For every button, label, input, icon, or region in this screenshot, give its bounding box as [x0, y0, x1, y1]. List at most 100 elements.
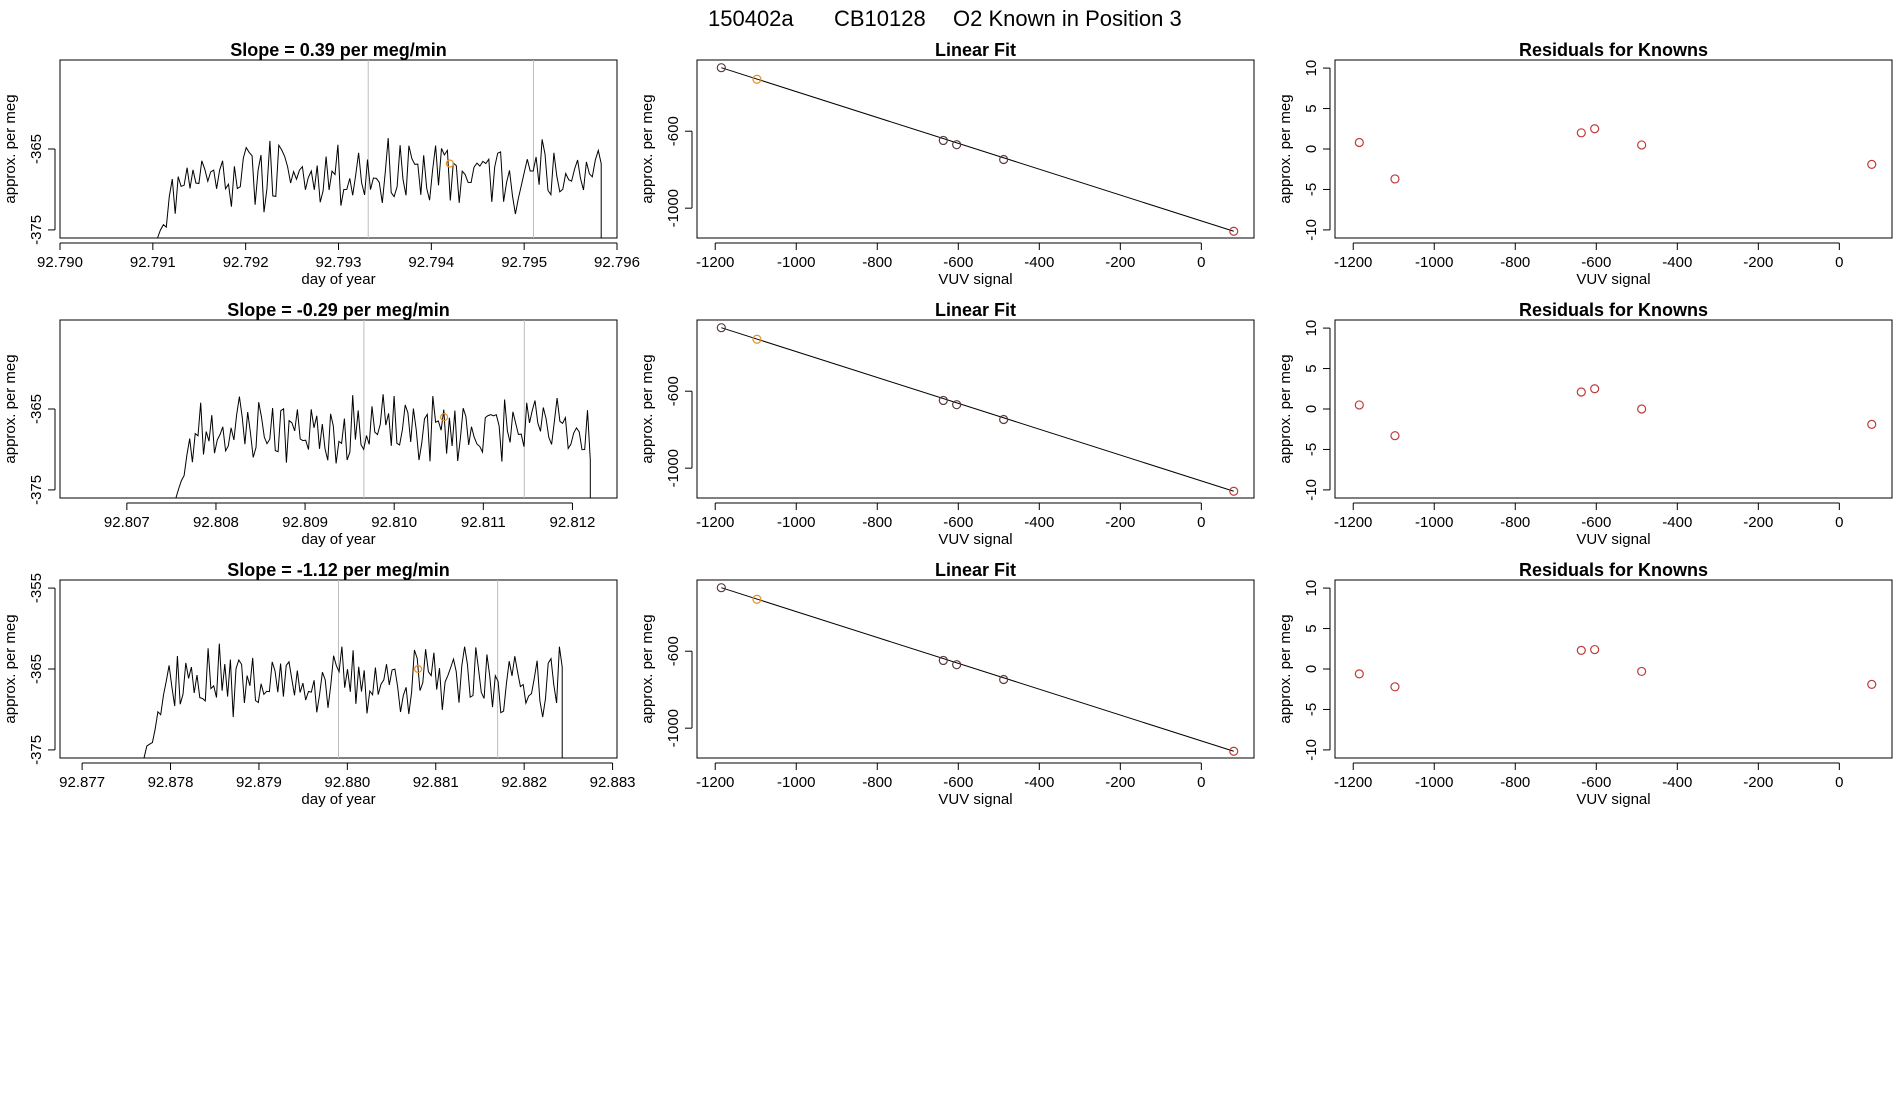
plot-frame — [59, 59, 618, 239]
data-point — [1576, 645, 1586, 655]
y-axis-label: approx. per meg — [2, 354, 19, 463]
panel-title: Slope = 0.39 per meg/min — [230, 40, 447, 60]
data-point — [1576, 128, 1586, 138]
y-tick-label: -1000 — [665, 709, 682, 747]
data-point — [752, 334, 762, 344]
panel-2-2: Residuals for Knowns-1200 -1000 -800 -600 -4… — [1277, 560, 1893, 808]
data-point — [716, 63, 726, 73]
x-tick-label: 0 — [1197, 514, 1205, 531]
x-tick-label: -800 — [1500, 254, 1530, 271]
x-tick-label: -200 — [1105, 514, 1135, 531]
x-tick-label: -1000 — [777, 254, 815, 271]
y-tick-label: -365 — [28, 654, 45, 684]
panel-title: Slope = -1.12 per meg/min — [227, 560, 450, 580]
data-point — [1354, 669, 1364, 679]
data-point — [716, 323, 726, 333]
panel-1-1: Linear Fit -1200 -1000 -800 -600 -400 -200 0 VUV… — [639, 300, 1255, 548]
x-tick-label: 92.796 — [594, 254, 640, 271]
highlight-point — [413, 664, 423, 674]
y-tick-label: -1000 — [665, 189, 682, 227]
y-tick-label: -5 — [1303, 443, 1320, 456]
x-tick-label: -600 — [943, 774, 973, 791]
y-axis-label: approx. per meg — [1277, 94, 1294, 203]
y-tick-label: -365 — [28, 394, 45, 424]
y-tick-label: -365 — [28, 134, 45, 164]
x-tick-label: 92.877 — [59, 774, 105, 791]
x-tick-label: -200 — [1743, 774, 1773, 791]
x-tick-label: -800 — [1500, 774, 1530, 791]
x-tick-label: -600 — [1581, 774, 1611, 791]
data-point — [1390, 682, 1400, 692]
x-tick-label: 92.790 — [37, 254, 83, 271]
data-point — [1354, 400, 1364, 410]
panel-title: Linear Fit — [935, 40, 1016, 60]
x-tick-label: 92.792 — [223, 254, 269, 271]
x-tick-label: -600 — [1581, 514, 1611, 531]
x-axis-label: VUV signal — [938, 531, 1012, 548]
x-tick-label: -800 — [1500, 514, 1530, 531]
plot-frame — [1334, 59, 1893, 239]
data-point — [999, 154, 1009, 165]
x-tick-label: -800 — [862, 254, 892, 271]
plot-frame — [696, 319, 1255, 499]
x-tick-label: -1200 — [1334, 254, 1372, 271]
x-axis-label: day of year — [301, 531, 375, 548]
x-axis-label: VUV signal — [938, 791, 1012, 808]
y-tick-label: -355 — [28, 573, 45, 603]
x-tick-label: -600 — [943, 254, 973, 271]
panel-2-1: Linear Fit -1200 -1000 -800 -600 -400 -200 0 VUV… — [639, 560, 1255, 808]
data-point — [1637, 140, 1647, 150]
data-point — [1390, 174, 1400, 184]
x-tick-label: 92.879 — [236, 774, 282, 791]
y-tick-label: -600 — [665, 636, 682, 666]
x-tick-label: 92.809 — [282, 514, 328, 531]
data-point — [1637, 666, 1647, 677]
x-tick-label: 92.812 — [549, 514, 595, 531]
x-tick-label: -600 — [943, 514, 973, 531]
x-tick-label: 0 — [1197, 254, 1205, 271]
fit-line — [721, 327, 1234, 492]
x-tick-label: -200 — [1105, 774, 1135, 791]
data-point — [999, 414, 1009, 425]
y-tick-label: -10 — [1303, 479, 1320, 501]
x-axis-label: VUV signal — [1576, 271, 1650, 288]
x-tick-label: -600 — [1581, 254, 1611, 271]
y-tick-label: 10 — [1303, 320, 1320, 337]
x-tick-label: 0 — [1197, 774, 1205, 791]
panels-grid: Slope = 0.39 per meg/min 92.790 92.791 92.7… — [2, 40, 1893, 808]
y-tick-label: 10 — [1303, 60, 1320, 77]
y-tick-label: 5 — [1303, 624, 1320, 632]
panel-1-2: Residuals for Knowns-1200 -1000 -800 -600 -4… — [1277, 300, 1893, 548]
x-tick-label: 92.880 — [324, 774, 370, 791]
data-point — [938, 135, 948, 146]
data-point — [1867, 419, 1877, 429]
y-tick-label: -600 — [665, 116, 682, 146]
highlight-point — [440, 412, 449, 422]
x-axis-label: day of year — [301, 791, 375, 808]
panel-1-0: Slope = -0.29 per meg/min 92.807 92.808 92.… — [2, 300, 618, 548]
data-point — [1354, 137, 1364, 148]
x-tick-label: 92.883 — [590, 774, 636, 791]
x-tick-label: -400 — [1662, 254, 1692, 271]
y-tick-label: 0 — [1303, 665, 1320, 673]
data-point — [1867, 159, 1877, 169]
data-point — [716, 583, 726, 593]
x-tick-label: -1000 — [777, 774, 815, 791]
x-axis-label: day of year — [301, 271, 375, 288]
x-tick-label: -800 — [862, 514, 892, 531]
x-tick-label: 0 — [1835, 774, 1843, 791]
panel-title: Residuals for Knowns — [1519, 40, 1708, 60]
x-tick-label: -200 — [1105, 254, 1135, 271]
x-tick-label: 0 — [1835, 254, 1843, 271]
x-tick-label: -200 — [1743, 514, 1773, 531]
x-tick-label: 92.807 — [104, 514, 150, 531]
y-axis-label: approx. per meg — [1277, 614, 1294, 723]
y-axis-label: approx. per meg — [639, 94, 656, 203]
y-tick-label: -375 — [28, 735, 45, 765]
data-point — [1590, 124, 1600, 134]
y-tick-label: -375 — [28, 475, 45, 505]
data-point — [938, 655, 948, 666]
x-tick-label: -1200 — [1334, 514, 1372, 531]
data-point — [752, 594, 762, 604]
